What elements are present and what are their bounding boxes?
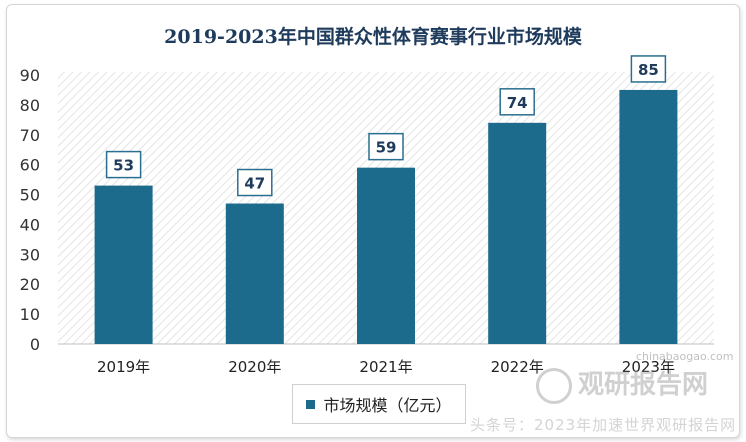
data-label: 74: [507, 94, 528, 112]
bar: [94, 185, 153, 344]
data-label: 47: [244, 175, 265, 193]
watermark-brand: 观研报告网: [578, 370, 709, 400]
legend-label: 市场规模（亿元）: [323, 396, 452, 415]
bar: [619, 89, 678, 344]
x-tick-label: 2022年: [491, 358, 544, 376]
data-label-box: [368, 132, 404, 161]
data-label-box: [499, 88, 535, 116]
y-tick-label: 90: [20, 66, 40, 85]
x-tick-label: 2023年: [622, 358, 675, 376]
y-tick-label: 0: [30, 335, 40, 354]
data-label-box: [105, 150, 142, 179]
bar: [225, 203, 284, 344]
bar: [488, 122, 547, 344]
y-tick-label: 70: [20, 126, 40, 145]
data-label: 59: [376, 139, 397, 157]
legend-swatch: [306, 399, 316, 409]
y-tick-label: 60: [20, 156, 40, 175]
y-tick-label: 20: [20, 275, 40, 294]
data-label: 53: [113, 157, 134, 175]
y-tick-label: 40: [20, 215, 40, 234]
legend: 市场规模（亿元）: [292, 384, 466, 424]
bar: [357, 167, 415, 344]
y-tick-label: 50: [20, 186, 40, 205]
y-tick-label: 30: [20, 245, 40, 264]
x-tick-label: 2020年: [228, 358, 281, 376]
chart-title: 2019-2023年中国群众性体育赛事行业市场规模: [164, 26, 582, 48]
x-tick-label: 2021年: [359, 358, 412, 376]
x-tick-label: 2019年: [97, 358, 150, 376]
watermark-tagline: 头条号：2023年加速世界观研报告网: [470, 416, 737, 434]
y-tick-label: 10: [20, 305, 40, 324]
data-label-box: [237, 168, 273, 197]
data-label: 85: [638, 61, 659, 79]
watermark-logo-icon: [536, 367, 572, 404]
watermark-logo: 观研报告网: [536, 364, 708, 404]
watermark-url: chinabaogao.com: [636, 350, 734, 363]
data-label-box: [630, 55, 667, 83]
y-tick-label: 80: [20, 96, 40, 115]
